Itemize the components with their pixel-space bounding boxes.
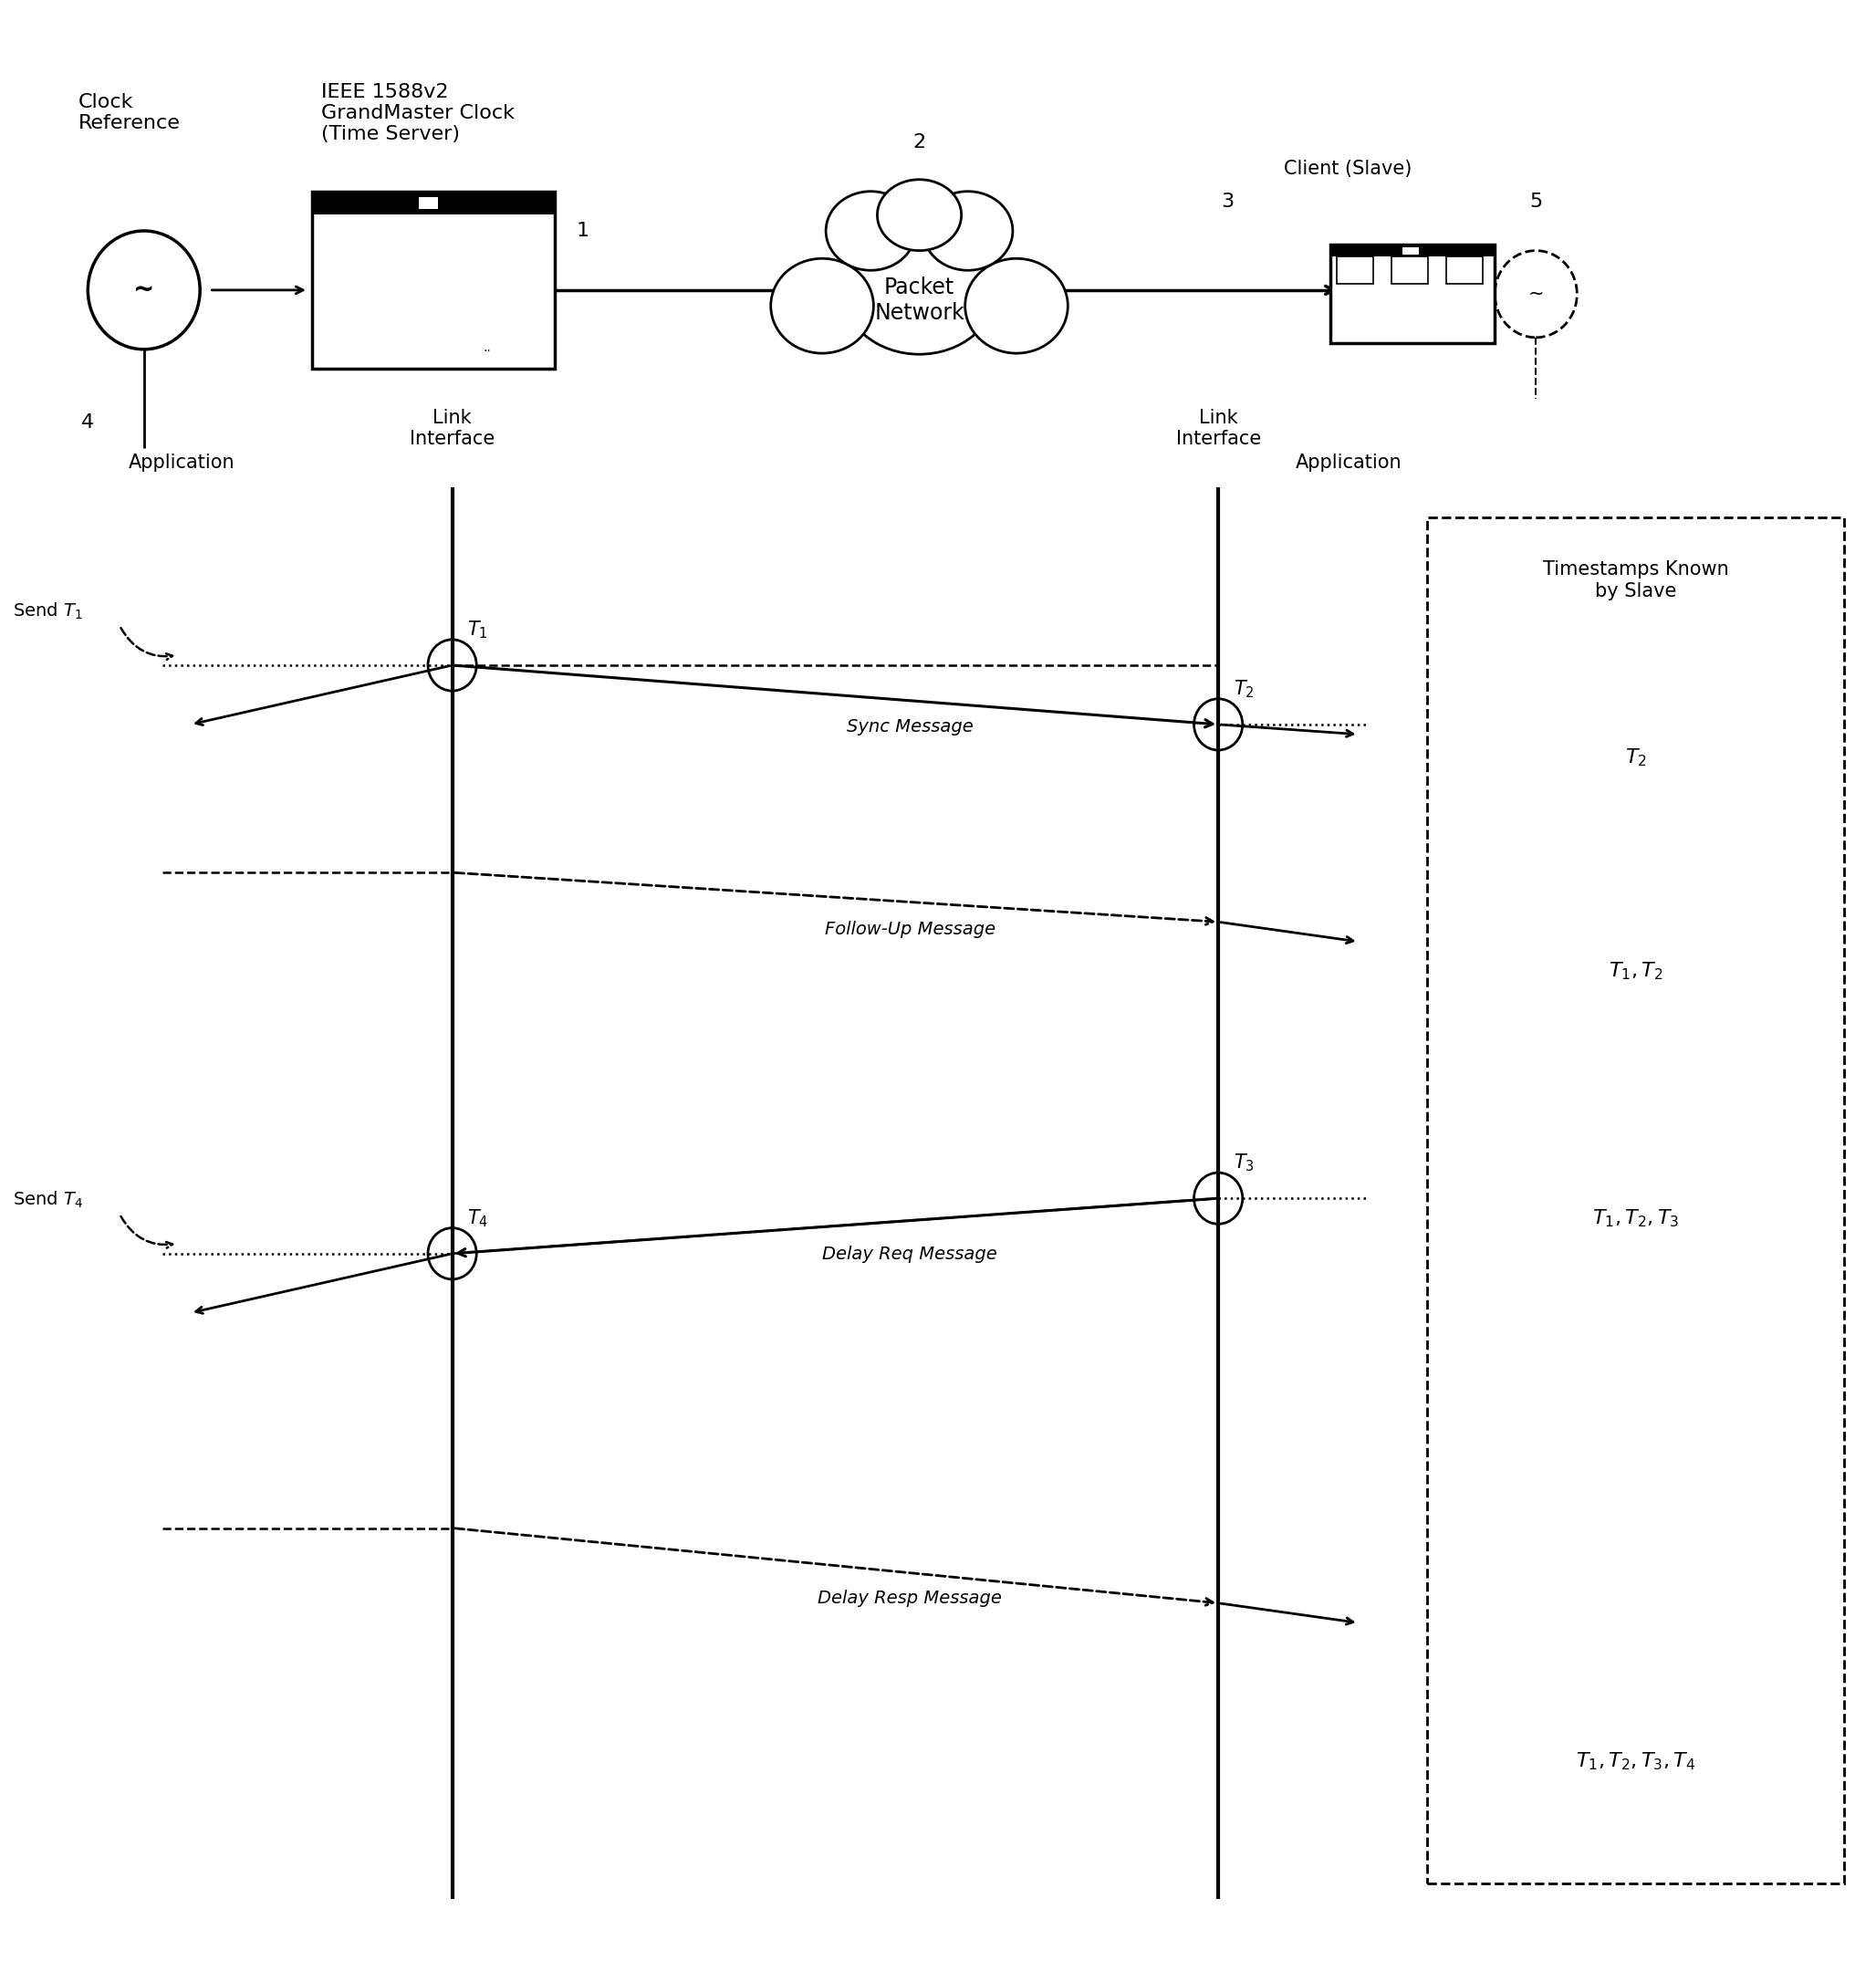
Text: ~: ~ [1527, 285, 1544, 303]
Ellipse shape [825, 192, 915, 270]
Text: 5: 5 [1529, 192, 1542, 210]
FancyBboxPatch shape [311, 192, 555, 369]
FancyBboxPatch shape [1446, 256, 1482, 283]
Text: 1: 1 [576, 222, 589, 240]
Text: ..: .. [482, 341, 492, 355]
Ellipse shape [771, 258, 874, 353]
Text: Application: Application [128, 454, 234, 472]
Text: $T_1,T_2$: $T_1,T_2$ [1610, 961, 1662, 981]
Text: $T_2$: $T_2$ [1233, 678, 1253, 700]
Text: $T_1,T_2,T_3$: $T_1,T_2,T_3$ [1593, 1207, 1679, 1229]
Text: 2: 2 [914, 133, 925, 151]
Text: ~: ~ [133, 277, 154, 303]
Ellipse shape [878, 180, 961, 250]
Text: 4: 4 [81, 414, 94, 432]
Text: Delay Resp Message: Delay Resp Message [818, 1590, 1002, 1607]
FancyBboxPatch shape [1392, 256, 1428, 283]
Text: 3: 3 [1221, 192, 1234, 210]
Ellipse shape [964, 258, 1067, 353]
Text: Sync Message: Sync Message [846, 719, 974, 735]
Text: Timestamps Known
by Slave: Timestamps Known by Slave [1542, 561, 1730, 601]
FancyBboxPatch shape [1403, 248, 1418, 254]
Ellipse shape [842, 226, 996, 355]
FancyBboxPatch shape [311, 192, 555, 214]
FancyBboxPatch shape [1330, 244, 1495, 343]
FancyBboxPatch shape [1338, 256, 1373, 283]
FancyBboxPatch shape [1428, 517, 1844, 1883]
Text: $T_2$: $T_2$ [1625, 747, 1647, 769]
Ellipse shape [923, 192, 1013, 270]
Text: Send $T_4$: Send $T_4$ [13, 1189, 83, 1211]
Text: $T_1,T_2,T_3,T_4$: $T_1,T_2,T_3,T_4$ [1576, 1750, 1696, 1772]
FancyBboxPatch shape [1330, 244, 1495, 256]
Text: Packet
Network: Packet Network [874, 275, 964, 323]
Text: Link
Interface: Link Interface [1176, 408, 1261, 448]
FancyBboxPatch shape [418, 196, 439, 210]
Text: Send $T_1$: Send $T_1$ [13, 601, 83, 622]
Text: Delay Req Message: Delay Req Message [822, 1247, 998, 1263]
Text: Client (Slave): Client (Slave) [1283, 159, 1413, 178]
Text: Clock
Reference: Clock Reference [79, 93, 180, 133]
Text: Follow-Up Message: Follow-Up Message [825, 922, 996, 937]
Text: $T_3$: $T_3$ [1233, 1152, 1253, 1173]
Text: $T_4$: $T_4$ [467, 1207, 488, 1229]
Text: Link
Interface: Link Interface [409, 408, 495, 448]
Text: $T_1$: $T_1$ [467, 618, 488, 640]
Text: IEEE 1588v2
GrandMaster Clock
(Time Server): IEEE 1588v2 GrandMaster Clock (Time Serv… [321, 83, 514, 143]
Text: Application: Application [1296, 454, 1401, 472]
